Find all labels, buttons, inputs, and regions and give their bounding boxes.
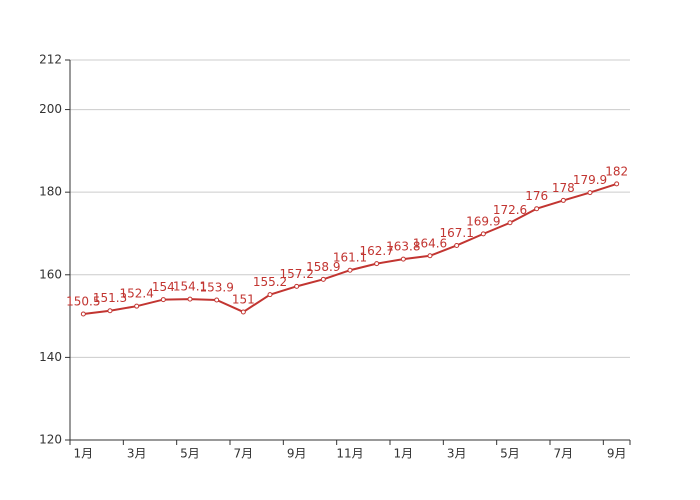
value-label: 157.2 <box>279 267 313 281</box>
x-tick-label: 1月 <box>394 447 414 461</box>
point <box>267 292 273 298</box>
line <box>83 182 617 316</box>
value-label: 163.8 <box>386 240 420 254</box>
point <box>347 267 353 273</box>
y-tick-label: 180 <box>39 185 62 199</box>
point <box>454 242 460 248</box>
value-label: 151.3 <box>93 291 127 305</box>
point <box>294 283 300 289</box>
y-tick-label: 140 <box>39 350 62 364</box>
value-label: 182 <box>605 164 628 178</box>
point <box>400 256 406 262</box>
point <box>214 297 220 303</box>
value-label: 151 <box>232 292 255 306</box>
y-tick-label: 212 <box>39 53 62 67</box>
value-label: 172.6 <box>493 203 527 217</box>
point <box>240 309 246 315</box>
point <box>427 253 433 259</box>
x-tick-label: 7月 <box>554 447 574 461</box>
value-label: 154 <box>152 280 175 294</box>
x-tick-label: 5月 <box>180 447 200 461</box>
value-label: 179.9 <box>573 173 607 187</box>
point <box>507 220 513 226</box>
y-tick-label: 200 <box>39 102 62 116</box>
value-label: 161.1 <box>333 251 367 265</box>
point <box>320 276 326 282</box>
value-label: 150.5 <box>66 295 100 309</box>
x-tick-label: 9月 <box>607 447 627 461</box>
point <box>614 181 620 187</box>
value-label: 169.9 <box>466 214 500 228</box>
value-label: 152.4 <box>119 287 153 301</box>
point <box>587 190 593 196</box>
y-tick-label: 120 <box>39 433 62 447</box>
point <box>480 231 486 237</box>
value-label: 154.1 <box>173 280 207 294</box>
value-label: 164.6 <box>413 236 447 250</box>
point <box>187 296 193 302</box>
value-label: 155.2 <box>253 275 287 289</box>
point <box>374 261 380 267</box>
point <box>107 308 113 314</box>
point <box>534 206 540 212</box>
x-tick-label: 3月 <box>447 447 467 461</box>
value-label: 176 <box>525 189 548 203</box>
x-tick-label: 9月 <box>287 447 307 461</box>
value-label: 162.7 <box>359 244 393 258</box>
point <box>80 311 86 317</box>
x-tick-label: 7月 <box>234 447 254 461</box>
y-tick-label: 160 <box>39 267 62 281</box>
point <box>134 303 140 309</box>
point <box>560 197 566 203</box>
x-tick-label: 11月 <box>336 447 363 461</box>
value-label: 158.9 <box>306 260 340 274</box>
x-tick-label: 5月 <box>500 447 520 461</box>
point <box>160 297 166 303</box>
value-label: 167.1 <box>439 226 473 240</box>
value-label: 178 <box>552 181 575 195</box>
x-tick-label: 1月 <box>74 447 94 461</box>
x-tick-label: 3月 <box>127 447 147 461</box>
value-label: 153.9 <box>199 280 233 294</box>
